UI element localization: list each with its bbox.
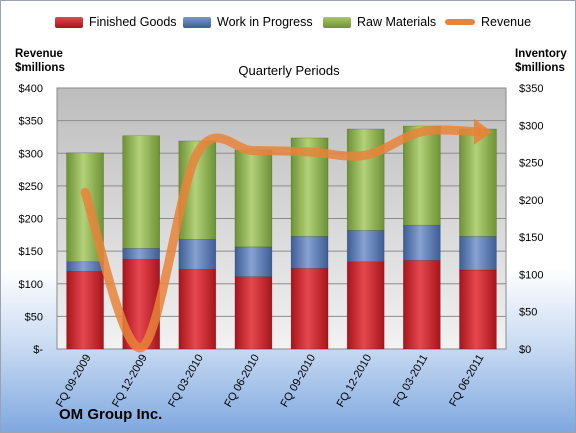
work-in-progress-bar — [122, 248, 160, 260]
legend-label: Work in Progress — [217, 15, 313, 29]
right-tick-label: $150 — [519, 232, 543, 244]
right-tick-label: $300 — [519, 120, 543, 132]
legend: Finished Goods Work in Progress Raw Mate… — [53, 15, 565, 35]
category-label: FQ 12-2010 — [335, 353, 375, 410]
work-in-progress-bar — [66, 261, 104, 272]
left-axis-title: Revenue $millions — [15, 47, 65, 75]
legend-label: Revenue — [481, 15, 532, 29]
finished-goods-bar — [290, 268, 329, 350]
left-tick-label: $- — [33, 344, 43, 356]
category-label: FQ 09-2010 — [278, 353, 318, 410]
chart-title: Quarterly Periods — [238, 63, 340, 78]
right-tick-label: $0 — [519, 344, 531, 356]
left-tick-label: $250 — [19, 181, 43, 193]
finished-goods-bar — [403, 259, 441, 350]
finished-goods-swatch — [55, 16, 83, 28]
left-tick-label: $150 — [19, 246, 43, 258]
raw-materials-bar — [459, 128, 497, 237]
right-axis-title-line2: $millions — [515, 62, 565, 74]
finished-goods-bar — [234, 276, 273, 350]
raw-materials-swatch — [323, 16, 351, 28]
left-tick-label: $200 — [19, 214, 43, 226]
left-tick-label: $400 — [19, 83, 43, 95]
work-in-progress-bar — [346, 230, 385, 263]
work-in-progress-bar — [234, 246, 273, 277]
category-label: FQ 09-2009 — [54, 353, 94, 410]
category-label: FQ 06-2011 — [447, 353, 486, 409]
legend-label: Finished Goods — [89, 15, 177, 29]
right-tick-label: $100 — [519, 269, 543, 281]
category-label: FQ 06-2010 — [222, 353, 262, 410]
right-tick-label: $200 — [519, 195, 543, 207]
finished-goods-bar — [178, 268, 217, 350]
work-in-progress-swatch — [183, 16, 211, 28]
right-tick-label: $250 — [519, 158, 543, 170]
finished-goods-bar — [346, 261, 385, 350]
raw-materials-bar — [346, 128, 385, 231]
left-tick-label: $350 — [19, 116, 43, 128]
revenue-swatch — [445, 19, 475, 25]
left-tick-label: $300 — [19, 148, 43, 160]
raw-materials-bar — [403, 125, 441, 226]
work-in-progress-bar — [459, 236, 497, 271]
left-tick-label: $50 — [25, 311, 43, 323]
right-axis-title: Inventory $millions — [515, 47, 567, 75]
revenue-line — [80, 125, 483, 353]
raw-materials-bar — [234, 149, 273, 248]
category-label: FQ 03-2010 — [166, 353, 206, 410]
category-label: FQ 12-2009 — [110, 353, 150, 410]
revenue-arrowhead — [473, 118, 492, 145]
legend-item-work-in-progress: Work in Progress — [183, 15, 313, 29]
finished-goods-bar — [459, 269, 497, 350]
left-tick-label: $100 — [19, 279, 43, 291]
legend-item-raw-materials: Raw Materials — [323, 15, 436, 29]
work-in-progress-bar — [178, 239, 217, 270]
raw-materials-bar — [122, 135, 160, 249]
right-tick-label: $50 — [519, 307, 537, 319]
legend-item-finished-goods: Finished Goods — [55, 15, 177, 29]
left-axis-title-line2: $millions — [15, 62, 65, 74]
work-in-progress-bar — [290, 236, 329, 269]
work-in-progress-bar — [403, 224, 441, 261]
right-axis-title-line1: Inventory — [515, 48, 567, 60]
right-tick-label: $350 — [519, 83, 543, 95]
legend-label: Raw Materials — [357, 15, 437, 29]
left-axis-title-line1: Revenue — [15, 48, 63, 60]
category-label: FQ 03-2011 — [391, 353, 430, 409]
legend-item-revenue: Revenue — [445, 15, 531, 29]
company-name: OM Group Inc. — [59, 406, 163, 423]
finished-goods-bar — [66, 271, 104, 350]
